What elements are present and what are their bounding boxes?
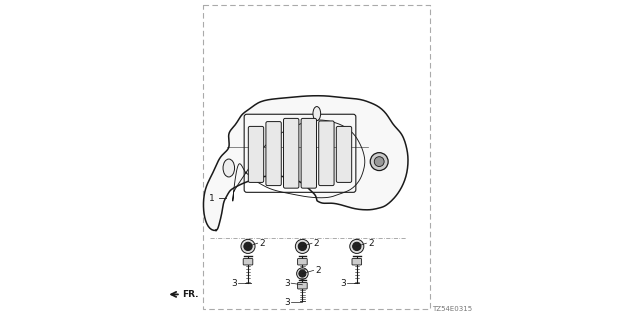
Circle shape	[298, 242, 307, 251]
Circle shape	[349, 239, 364, 253]
Text: 3: 3	[284, 279, 290, 288]
Text: 1: 1	[209, 194, 214, 203]
Circle shape	[371, 153, 388, 171]
Ellipse shape	[223, 159, 235, 177]
FancyBboxPatch shape	[352, 259, 362, 265]
Circle shape	[297, 268, 308, 279]
Circle shape	[241, 239, 255, 253]
Polygon shape	[204, 96, 408, 230]
FancyBboxPatch shape	[284, 118, 299, 188]
Text: 3: 3	[231, 279, 237, 288]
Text: 2: 2	[314, 239, 319, 248]
FancyBboxPatch shape	[243, 259, 253, 265]
Text: 3: 3	[284, 298, 290, 307]
Bar	[204, 5, 430, 309]
FancyBboxPatch shape	[337, 126, 352, 182]
Circle shape	[374, 157, 384, 166]
FancyBboxPatch shape	[301, 118, 317, 188]
Circle shape	[295, 239, 310, 253]
Text: TZ54E0315: TZ54E0315	[432, 306, 472, 312]
Circle shape	[299, 270, 306, 277]
Text: 2: 2	[368, 239, 374, 248]
Circle shape	[244, 242, 252, 251]
Text: FR.: FR.	[182, 290, 199, 299]
Text: 2: 2	[259, 239, 265, 248]
Circle shape	[353, 242, 361, 251]
Text: 3: 3	[340, 279, 346, 288]
FancyBboxPatch shape	[298, 259, 307, 265]
FancyBboxPatch shape	[298, 283, 307, 289]
FancyBboxPatch shape	[248, 126, 264, 182]
FancyBboxPatch shape	[319, 121, 334, 186]
Text: 2: 2	[315, 266, 321, 275]
Ellipse shape	[313, 107, 321, 121]
FancyBboxPatch shape	[266, 122, 282, 186]
